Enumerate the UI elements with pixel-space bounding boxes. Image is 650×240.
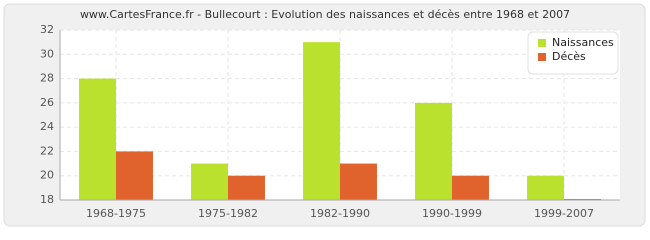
bar <box>191 163 228 200</box>
bar <box>415 102 452 200</box>
y-tick-label: 22 <box>40 144 54 157</box>
bar <box>527 175 564 200</box>
y-tick-label: 30 <box>40 47 54 60</box>
y-tick-label: 24 <box>40 120 54 133</box>
legend-box <box>527 31 619 75</box>
x-tick-label: 1968-1975 <box>86 207 146 220</box>
bar <box>79 78 116 200</box>
bar <box>303 42 340 201</box>
x-tick-label: 1999-2007 <box>534 207 594 220</box>
x-tick-label: 1982-1990 <box>310 207 370 220</box>
x-tick-label: 1975-1982 <box>198 207 258 220</box>
bar <box>116 151 153 200</box>
y-tick-label: 18 <box>40 193 54 206</box>
legend-swatch <box>538 39 546 47</box>
y-tick-label: 32 <box>40 23 54 36</box>
y-tick-label: 20 <box>40 169 54 182</box>
x-tick-label: 1990-1999 <box>422 207 482 220</box>
chart-title: www.CartesFrance.fr - Bullecourt : Evolu… <box>80 8 570 21</box>
y-tick-label: 28 <box>40 72 54 85</box>
bar <box>340 163 377 200</box>
chart: www.CartesFrance.fr - Bullecourt : Evolu… <box>3 3 646 227</box>
legend-label: Naissances <box>552 36 614 49</box>
legend-label: Décès <box>552 50 586 63</box>
legend-swatch <box>538 53 546 61</box>
bar <box>228 175 265 200</box>
y-tick-label: 26 <box>40 96 54 109</box>
bar <box>452 175 489 200</box>
